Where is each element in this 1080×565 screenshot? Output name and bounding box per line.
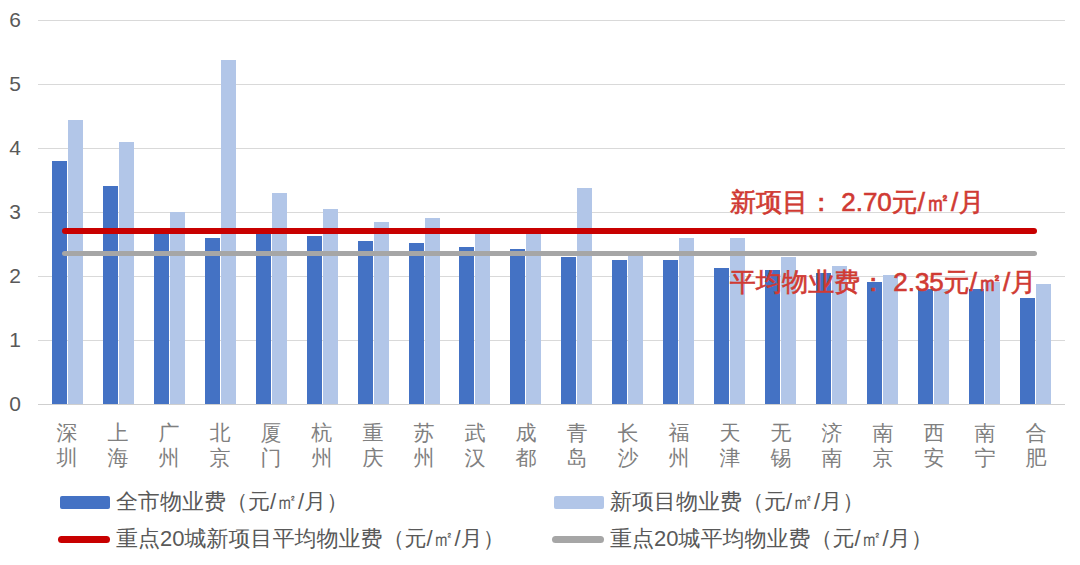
newproject-fee-swatch — [554, 496, 604, 509]
legend-label-newproject-average-line: 重点20城新项目平均物业费（元/㎡/月） — [116, 524, 505, 554]
legend-item-average-line: 重点20城平均物业费（元/㎡/月） — [552, 524, 933, 554]
newproject-average-line-swatch — [58, 536, 110, 543]
legend-label-average-line: 重点20城平均物业费（元/㎡/月） — [610, 524, 933, 554]
legend-item-newproject-fee: 新项目物业费（元/㎡/月） — [554, 487, 864, 517]
newproject-average-annotation: 新项目： 2.70元/㎡/月 — [730, 185, 984, 220]
average-annotation: 平均物业费： 2.35元/㎡/月 — [730, 265, 1036, 300]
average-line-swatch — [552, 536, 604, 543]
newproject-average-refline — [62, 228, 1037, 234]
property-fee-bar-chart: 0123456深 圳上 海广 州北 京厦 门杭 州重 庆苏 州武 汉成 都青 岛… — [0, 0, 1080, 565]
citywide-fee-swatch — [60, 496, 110, 509]
legend-item-newproject-average-line: 重点20城新项目平均物业费（元/㎡/月） — [58, 524, 505, 554]
legend-item-citywide-fee: 全市物业费（元/㎡/月） — [60, 487, 348, 517]
legend-label-citywide-fee: 全市物业费（元/㎡/月） — [116, 487, 348, 517]
average-refline — [62, 251, 1037, 256]
legend-label-newproject-fee: 新项目物业费（元/㎡/月） — [610, 487, 864, 517]
